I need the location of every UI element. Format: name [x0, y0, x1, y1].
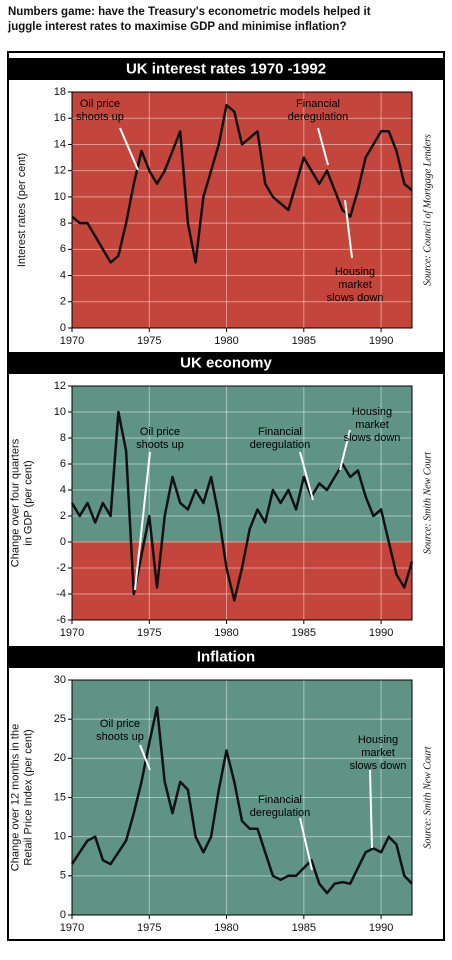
- panel-header: [8, 646, 444, 668]
- y-axis-label: in GDP (per cent): [22, 460, 34, 545]
- annotation: market: [361, 747, 395, 759]
- annotation: market: [338, 279, 372, 291]
- x-tick-label: 1970: [60, 922, 84, 934]
- y-tick-label: 4: [60, 484, 66, 496]
- annotation: Housing: [352, 406, 392, 418]
- annotation: slows down: [327, 292, 384, 304]
- x-tick-label: 1985: [292, 335, 316, 347]
- x-tick-label: 1975: [137, 627, 161, 639]
- negative-background: [72, 542, 412, 620]
- y-axis-label: Interest rates (per cent): [16, 153, 28, 267]
- annotation: deregulation: [288, 111, 349, 123]
- panel-title: UK economy: [180, 354, 272, 371]
- annotation: shoots up: [96, 731, 144, 743]
- annotation: market: [355, 419, 389, 431]
- y-tick-label: 2: [60, 296, 66, 308]
- x-tick-label: 1990: [369, 335, 393, 347]
- y-tick-label: 12: [54, 380, 66, 392]
- y-tick-label: 20: [54, 752, 66, 764]
- figure-title: juggle interest rates to maximise GDP an…: [7, 21, 346, 33]
- y-tick-label: 30: [54, 674, 66, 686]
- y-tick-label: 16: [54, 112, 66, 124]
- y-tick-label: 0: [60, 909, 66, 921]
- panel-title: UK interest rates 1970 -1992: [126, 60, 326, 77]
- y-tick-label: 25: [54, 713, 66, 725]
- annotation: Financial: [296, 98, 340, 110]
- callout-line: [299, 817, 313, 871]
- callout-line: [344, 199, 353, 259]
- callout-line: [369, 769, 373, 849]
- annotation: Financial: [258, 426, 302, 438]
- callout-line: [139, 744, 151, 771]
- y-tick-label: 15: [54, 791, 66, 803]
- callout-line: [134, 451, 151, 591]
- figure-title: Numbers game: have the Treasury's econom…: [8, 6, 371, 18]
- plot-border: [71, 91, 413, 329]
- annotation: Housing: [358, 734, 398, 746]
- x-tick-label: 1980: [214, 335, 238, 347]
- x-tick-label: 1980: [214, 627, 238, 639]
- x-tick-label: 1990: [369, 627, 393, 639]
- y-tick-label: 0: [60, 322, 66, 334]
- annotation: Oil price: [140, 426, 180, 438]
- y-tick-label: 14: [54, 138, 66, 150]
- annotation: Oil price: [100, 718, 140, 730]
- annotation: Financial: [258, 794, 302, 806]
- annotation: shoots up: [136, 439, 184, 451]
- y-tick-label: -4: [56, 588, 66, 600]
- y-axis-label: Retail Price Index (per cent): [22, 729, 34, 865]
- x-tick-label: 1985: [292, 922, 316, 934]
- data-line: [71, 103, 413, 264]
- frame: [7, 51, 445, 941]
- callout-line: [299, 451, 314, 501]
- annotation: slows down: [350, 760, 407, 772]
- y-tick-label: 8: [60, 217, 66, 229]
- x-tick-label: 1975: [137, 335, 161, 347]
- y-tick-label: 6: [60, 458, 66, 470]
- source: Source: Council of Mortgage Lenders: [422, 134, 433, 286]
- y-tick-label: 10: [54, 831, 66, 843]
- x-tick-label: 1975: [137, 922, 161, 934]
- y-tick-label: -6: [56, 614, 66, 626]
- x-tick-label: 1985: [292, 627, 316, 639]
- y-axis-label: Change over four quarters: [9, 438, 21, 567]
- data-line: [70, 410, 414, 602]
- y-tick-label: 12: [54, 165, 66, 177]
- y-tick-label: 10: [54, 406, 66, 418]
- y-tick-label: 4: [60, 269, 66, 281]
- y-axis-label: Change over 12 months in the: [9, 724, 21, 871]
- x-tick-label: 1990: [369, 922, 393, 934]
- y-tick-label: 2: [60, 510, 66, 522]
- x-tick-label: 1980: [214, 922, 238, 934]
- y-tick-label: 5: [60, 870, 66, 882]
- y-tick-label: 8: [60, 432, 66, 444]
- data-line: [70, 706, 413, 895]
- panel-header: [8, 352, 444, 374]
- annotation: deregulation: [250, 439, 311, 451]
- annotation: Oil price: [80, 98, 120, 110]
- y-tick-label: -2: [56, 562, 66, 574]
- callout-line: [339, 429, 351, 471]
- plot-border: [71, 679, 413, 916]
- annotation: Housing: [335, 266, 375, 278]
- annotation: deregulation: [250, 807, 311, 819]
- x-tick-label: 1970: [60, 627, 84, 639]
- source: Source: Smith New Court: [422, 746, 433, 848]
- annotation: slows down: [344, 432, 401, 444]
- y-tick-label: 18: [54, 86, 66, 98]
- y-tick-label: 6: [60, 243, 66, 255]
- panel-header: [8, 58, 444, 80]
- y-tick-label: 0: [60, 536, 66, 548]
- callout-line: [317, 127, 329, 166]
- source: Source: Smith New Court: [422, 452, 433, 554]
- y-tick-label: 10: [54, 191, 66, 203]
- panel-title: Inflation: [197, 648, 255, 665]
- x-tick-label: 1970: [60, 335, 84, 347]
- callout-line: [119, 127, 139, 171]
- annotation: shoots up: [76, 111, 124, 123]
